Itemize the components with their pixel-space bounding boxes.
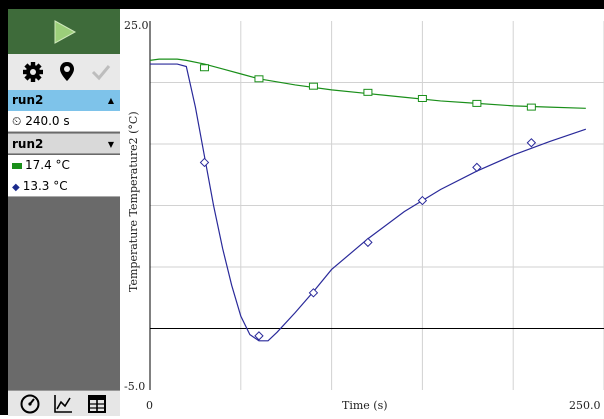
graph-view-button[interactable] — [52, 393, 74, 415]
series-marker-2 — [199, 157, 210, 168]
y-max-tick-label: 25.0 — [124, 19, 149, 32]
sensor-value-2: 13.3 °C — [22, 179, 68, 193]
series-marker-1 — [526, 103, 536, 111]
y-min-tick-label: -5.0 — [124, 380, 145, 393]
play-button[interactable] — [8, 9, 120, 54]
sensor-value-1: 17.4 °C — [25, 158, 70, 172]
series-marker-2 — [472, 162, 482, 173]
green-swatch-icon — [12, 162, 22, 169]
y-axis-label: Temperature Temperature2 (°C) — [127, 111, 140, 292]
x-axis-label: Time (s) — [342, 399, 388, 412]
graph-svg[interactable]: 25.0 -5.0 0 250.0 Time (s) Temperature T… — [120, 9, 604, 415]
sensor-readout-1[interactable]: 17.4 °C — [8, 155, 120, 176]
mark-button[interactable] — [54, 59, 80, 85]
series-marker-1 — [199, 64, 209, 72]
meter-view-icon — [20, 394, 40, 414]
run-selector-label: run2 — [12, 93, 44, 107]
play-icon — [54, 20, 77, 44]
sensor-readout-2[interactable]: ◆ 13.3 °C — [8, 176, 120, 197]
time-value: 240.0 s — [25, 114, 70, 128]
graph-area[interactable]: 25.0 -5.0 0 250.0 Time (s) Temperature T… — [120, 9, 604, 415]
x-max-tick-label: 250.0 — [569, 399, 601, 412]
caret-up-icon: ▲ — [107, 96, 114, 105]
x-min-tick-label: 0 — [146, 399, 153, 412]
series-marker-2 — [526, 138, 537, 148]
graph-view-icon — [54, 395, 72, 413]
marker-pin-icon — [60, 62, 74, 81]
gear-icon — [23, 62, 43, 82]
table-view-button[interactable] — [86, 393, 108, 415]
series-marker-1 — [308, 82, 318, 90]
series-marker-1 — [254, 75, 264, 83]
blue-diamond-icon: ◆ — [12, 182, 20, 193]
settings-button[interactable] — [20, 59, 46, 85]
checkmark-icon — [91, 65, 111, 81]
meter-view-button[interactable] — [19, 393, 41, 415]
series-marker-2 — [363, 237, 373, 248]
toolbar — [8, 54, 120, 91]
series-marker-2 — [417, 195, 428, 206]
view-toolbar — [8, 390, 120, 416]
sidebar: run2 ▲ ⏲ 240.0 s run2 ▼ 17.4 °C ◆ 13.3 °C — [8, 9, 120, 416]
series-marker-2 — [308, 288, 319, 298]
run-selector-2[interactable]: run2 ▼ — [8, 133, 120, 154]
clock-icon: ⏲ — [12, 114, 22, 128]
series-marker-1 — [472, 99, 482, 107]
caret-down-icon: ▼ — [107, 140, 114, 149]
keep-button[interactable] — [88, 59, 114, 85]
time-readout: ⏲ 240.0 s — [8, 111, 120, 132]
series-line-2 — [150, 63, 587, 342]
series-group — [149, 58, 587, 342]
run-selector-2-label: run2 — [12, 137, 44, 151]
series-line-1 — [149, 58, 586, 109]
series-marker-2 — [254, 331, 264, 341]
table-view-icon — [88, 395, 106, 413]
grid — [150, 21, 604, 390]
series-marker-1 — [363, 88, 373, 96]
run-selector[interactable]: run2 ▲ — [8, 90, 120, 111]
series-marker-1 — [417, 94, 427, 102]
